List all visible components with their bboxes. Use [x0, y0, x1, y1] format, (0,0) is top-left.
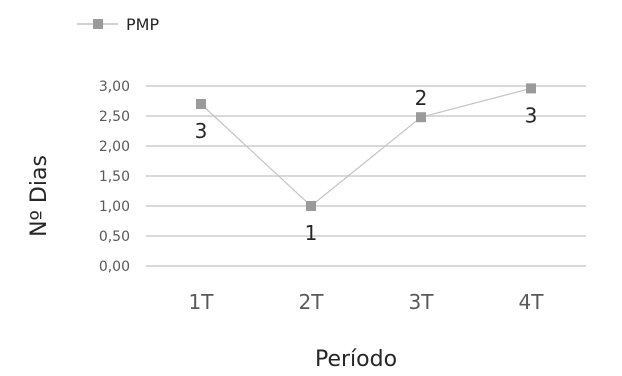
legend-marker-swatch — [93, 19, 103, 29]
x-tick-label: 1T — [189, 290, 215, 314]
y-tick-label: 2,00 — [99, 139, 130, 155]
data-label: 1 — [305, 221, 318, 245]
y-tick-label: 0,50 — [99, 229, 130, 245]
data-point-marker — [306, 201, 316, 211]
data-point-marker — [416, 112, 426, 123]
x-tick-label: 3T — [409, 290, 435, 314]
x-axis-ticks: 1T 2T 3T 4T — [189, 290, 545, 314]
series-line — [200, 87, 532, 207]
x-axis-title: Período — [315, 347, 397, 372]
y-tick-label: 2,50 — [99, 109, 130, 125]
gridlines — [146, 85, 586, 267]
y-axis-title: Nº Dias — [27, 155, 52, 237]
series-pmp: 3 1 2 3 — [195, 83, 538, 245]
x-tick-label: 2T — [299, 290, 325, 314]
data-label: 3 — [195, 119, 208, 143]
data-point-marker — [196, 99, 206, 109]
y-tick-label: 3,00 — [99, 79, 130, 95]
y-tick-label: 1,50 — [99, 169, 130, 185]
x-tick-label: 4T — [519, 290, 545, 314]
legend: PMP — [77, 15, 159, 34]
data-point-marker — [526, 83, 536, 94]
data-label: 3 — [525, 103, 538, 127]
y-axis-ticks: 0,00 0,50 1,00 1,50 2,00 2,50 3,00 — [99, 79, 130, 275]
y-tick-label: 0,00 — [99, 259, 130, 275]
legend-label: PMP — [126, 15, 159, 34]
data-label: 2 — [415, 86, 428, 110]
y-tick-label: 1,00 — [99, 199, 130, 215]
